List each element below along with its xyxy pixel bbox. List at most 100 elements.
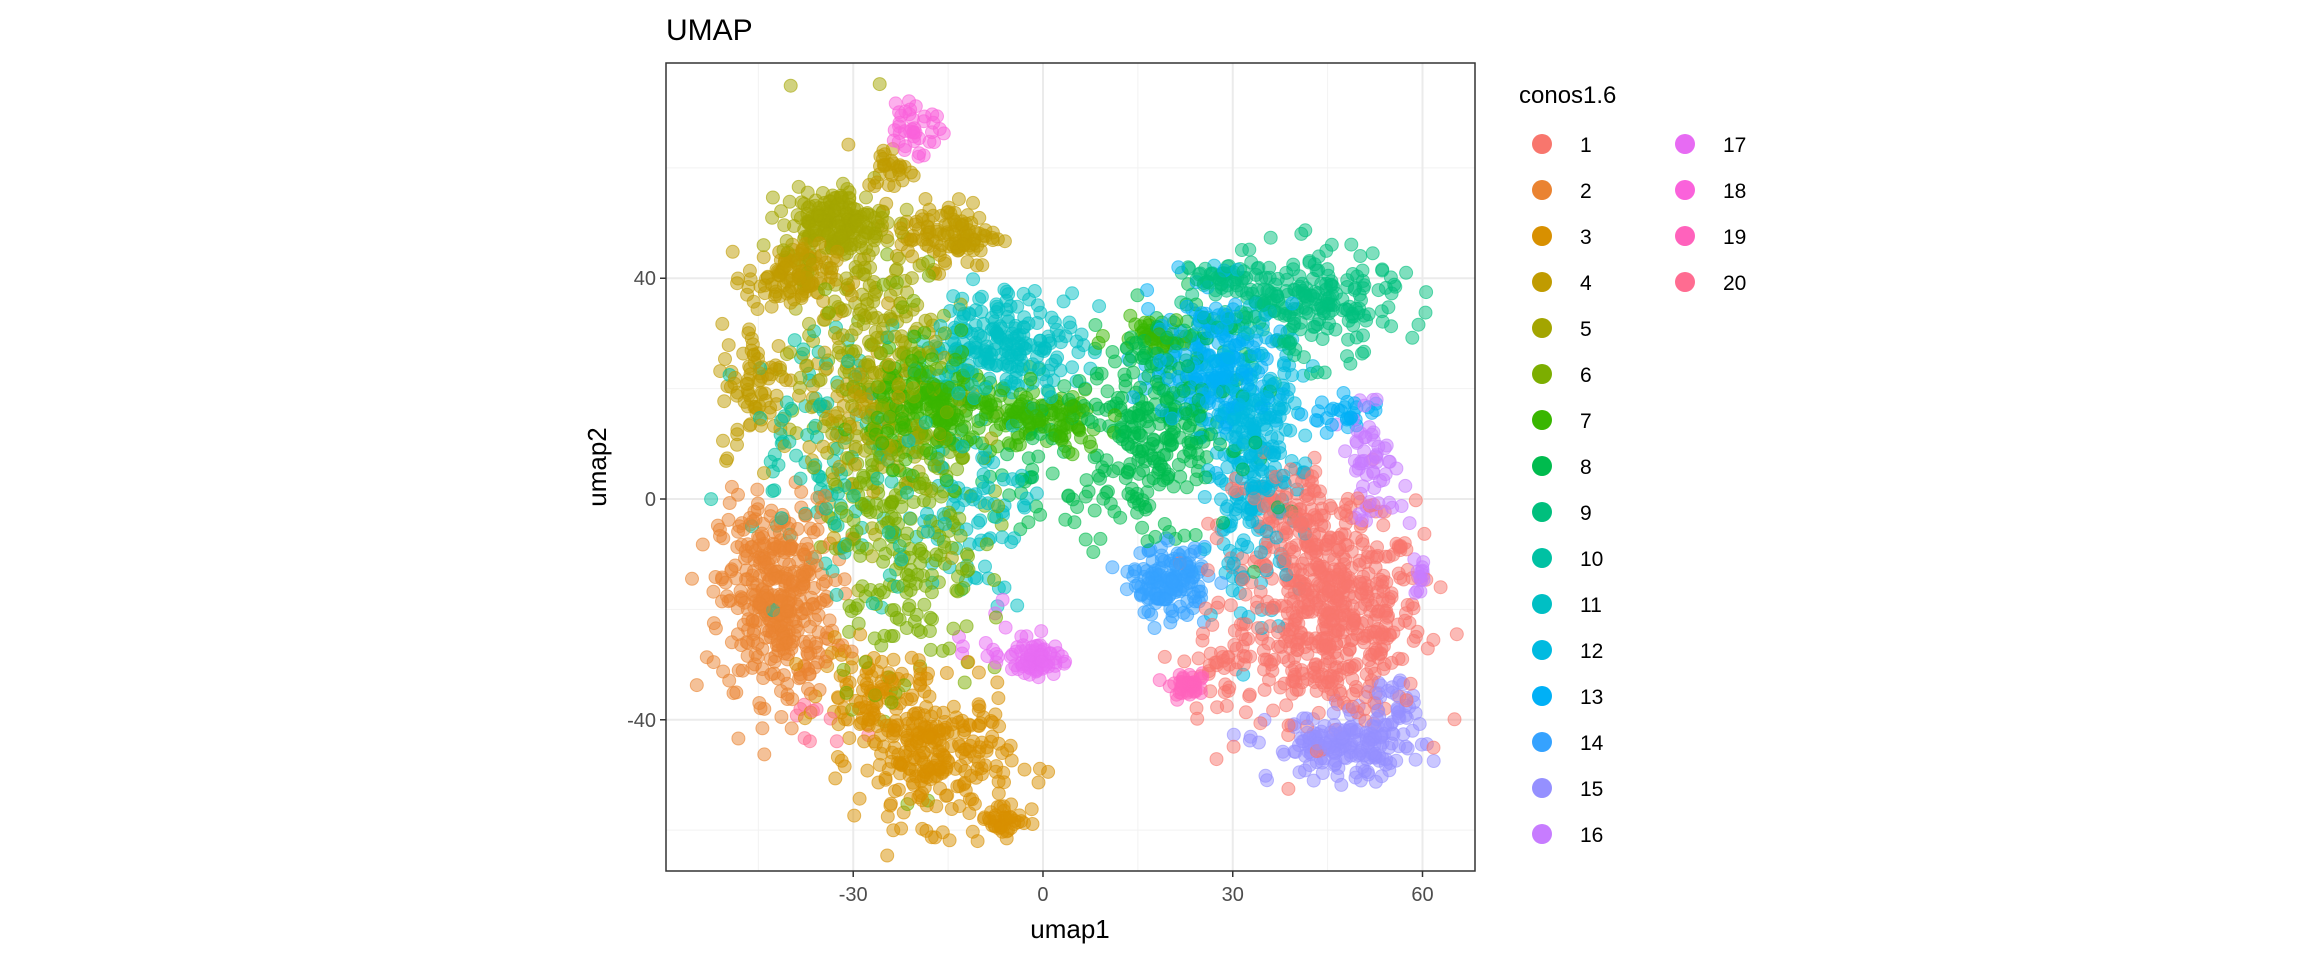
data-point-cluster-1 — [1312, 561, 1325, 574]
data-point-cluster-5 — [849, 373, 862, 386]
data-point-cluster-7 — [871, 411, 884, 424]
data-point-cluster-1 — [1288, 586, 1301, 599]
data-point-cluster-1 — [1211, 701, 1224, 714]
data-point-cluster-7 — [994, 389, 1007, 402]
data-point-cluster-11 — [967, 273, 980, 286]
data-point-cluster-4 — [743, 323, 756, 336]
data-point-cluster-4 — [758, 279, 771, 292]
data-point-cluster-4 — [765, 300, 778, 313]
data-point-cluster-2 — [775, 711, 788, 724]
data-point-cluster-3 — [1032, 776, 1045, 789]
data-point-cluster-14 — [1142, 605, 1155, 618]
data-point-cluster-6 — [926, 613, 939, 626]
data-point-cluster-3 — [920, 824, 933, 837]
data-point-cluster-18 — [887, 134, 900, 147]
data-point-cluster-1 — [1343, 660, 1356, 673]
data-point-cluster-11 — [969, 336, 982, 349]
data-point-cluster-4 — [753, 400, 766, 413]
data-point-cluster-4 — [731, 277, 744, 290]
data-point-cluster-6 — [913, 544, 926, 557]
data-point-cluster-5 — [778, 219, 791, 232]
data-point-cluster-5 — [900, 203, 913, 216]
data-point-cluster-1 — [1239, 706, 1252, 719]
data-point-cluster-7 — [979, 408, 992, 421]
data-point-cluster-3 — [1026, 818, 1039, 831]
data-point-cluster-18 — [909, 100, 922, 113]
data-point-cluster-2 — [768, 538, 781, 551]
data-point-cluster-5 — [857, 318, 870, 331]
data-point-cluster-10 — [772, 459, 785, 472]
data-point-cluster-1 — [1239, 588, 1252, 601]
data-point-cluster-1 — [1392, 652, 1405, 665]
data-point-cluster-6 — [902, 603, 915, 616]
data-point-cluster-11 — [952, 387, 965, 400]
chart-title: UMAP — [666, 14, 753, 47]
data-point-cluster-2 — [785, 722, 798, 735]
data-point-cluster-8 — [1158, 463, 1171, 476]
data-point-cluster-11 — [1064, 321, 1077, 334]
data-point-cluster-3 — [1018, 763, 1031, 776]
data-point-cluster-12 — [1241, 540, 1254, 553]
data-point-cluster-1 — [1258, 683, 1271, 696]
data-point-cluster-9 — [1372, 284, 1385, 297]
data-point-cluster-6 — [888, 512, 901, 525]
data-point-cluster-15 — [1327, 707, 1340, 720]
data-point-cluster-5 — [819, 313, 832, 326]
data-point-cluster-4 — [729, 371, 742, 384]
data-point-cluster-15 — [1415, 738, 1428, 751]
data-point-cluster-2 — [816, 578, 829, 591]
data-point-cluster-9 — [1412, 318, 1425, 331]
data-point-cluster-8 — [1174, 470, 1187, 483]
data-point-cluster-6 — [961, 565, 974, 578]
data-point-cluster-17 — [1059, 655, 1072, 668]
data-point-cluster-1 — [1244, 650, 1257, 663]
data-point-cluster-6 — [992, 500, 1005, 513]
data-point-cluster-15 — [1227, 728, 1240, 741]
data-point-cluster-1 — [1448, 713, 1461, 726]
data-point-cluster-1 — [1224, 599, 1237, 612]
data-point-cluster-8 — [1046, 467, 1059, 480]
data-point-cluster-12 — [1281, 390, 1294, 403]
data-point-cluster-8 — [1058, 380, 1071, 393]
data-point-cluster-9 — [1299, 224, 1312, 237]
data-point-cluster-8 — [1136, 401, 1149, 414]
data-point-cluster-14 — [1106, 561, 1119, 574]
data-point-cluster-8 — [1094, 532, 1107, 545]
data-point-cluster-13 — [1232, 353, 1245, 366]
data-point-cluster-1 — [1192, 652, 1205, 665]
data-point-cluster-6 — [925, 569, 938, 582]
data-point-cluster-2 — [751, 483, 764, 496]
data-point-cluster-9 — [1287, 312, 1300, 325]
data-point-cluster-3 — [790, 658, 803, 671]
data-point-cluster-4 — [941, 205, 954, 218]
data-point-cluster-7 — [1096, 330, 1109, 343]
data-point-cluster-3 — [853, 792, 866, 805]
data-point-cluster-8 — [1161, 331, 1174, 344]
data-point-cluster-1 — [1158, 650, 1171, 663]
data-point-cluster-13 — [1141, 284, 1154, 297]
data-point-cluster-3 — [929, 706, 942, 719]
data-point-cluster-9 — [1420, 286, 1433, 299]
data-point-cluster-1 — [1394, 544, 1407, 557]
data-point-cluster-3 — [963, 807, 976, 820]
data-point-cluster-13 — [1247, 341, 1260, 354]
data-point-cluster-1 — [1283, 623, 1296, 636]
data-point-cluster-16 — [1339, 445, 1352, 458]
data-point-cluster-16 — [1403, 517, 1416, 530]
data-point-cluster-6 — [960, 620, 973, 633]
data-point-cluster-15 — [1244, 730, 1257, 743]
data-point-cluster-11 — [967, 493, 980, 506]
data-point-cluster-9 — [1382, 301, 1395, 314]
data-point-cluster-1 — [1358, 636, 1371, 649]
data-point-cluster-1 — [1308, 666, 1321, 679]
data-point-cluster-9 — [1184, 330, 1197, 343]
data-point-cluster-8 — [1087, 546, 1100, 559]
data-point-cluster-2 — [807, 526, 820, 539]
data-point-cluster-9 — [1341, 350, 1354, 363]
data-point-cluster-2 — [786, 575, 799, 588]
data-point-cluster-9 — [1320, 244, 1333, 257]
data-point-cluster-16 — [1353, 457, 1366, 470]
data-point-cluster-10 — [783, 435, 796, 448]
data-point-cluster-15 — [1276, 745, 1289, 758]
data-point-cluster-1 — [1346, 700, 1359, 713]
